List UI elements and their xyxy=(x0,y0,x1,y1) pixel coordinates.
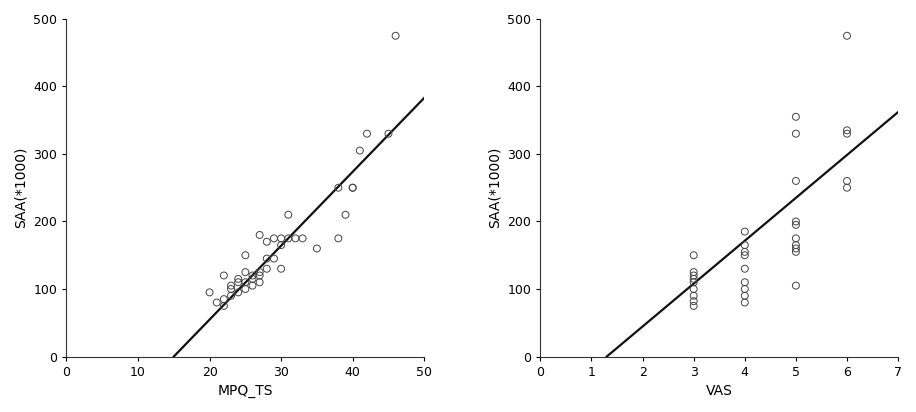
Point xyxy=(789,235,803,242)
Point xyxy=(245,272,260,279)
Point xyxy=(224,286,238,292)
Point xyxy=(224,282,238,289)
Point xyxy=(388,33,403,39)
Point xyxy=(331,235,345,242)
Point xyxy=(840,130,855,137)
Point xyxy=(216,272,231,279)
Point xyxy=(789,218,803,225)
Point xyxy=(331,185,345,191)
Point xyxy=(686,279,701,286)
Point xyxy=(289,235,303,242)
Point xyxy=(737,248,752,255)
Point xyxy=(737,279,752,286)
Point xyxy=(737,242,752,248)
Point xyxy=(381,130,396,137)
Point xyxy=(310,245,324,252)
Point xyxy=(686,276,701,282)
Point xyxy=(238,269,253,275)
Point xyxy=(338,211,353,218)
Point xyxy=(737,228,752,235)
Point xyxy=(238,279,253,286)
Point xyxy=(259,255,274,262)
Point xyxy=(686,293,701,299)
Y-axis label: SAA(*1000): SAA(*1000) xyxy=(14,147,27,228)
Point xyxy=(259,239,274,245)
Point xyxy=(245,276,260,282)
Point xyxy=(686,269,701,275)
Point xyxy=(231,276,245,282)
Point xyxy=(789,245,803,252)
Point xyxy=(216,302,231,309)
Point xyxy=(281,211,296,218)
Point xyxy=(360,130,375,137)
Point xyxy=(345,185,360,191)
Point xyxy=(238,286,253,292)
X-axis label: MPQ_TS: MPQ_TS xyxy=(218,384,273,398)
Point xyxy=(737,293,752,299)
Point xyxy=(224,293,238,299)
Point xyxy=(259,265,274,272)
Point xyxy=(216,296,231,302)
Point xyxy=(231,289,245,296)
Point xyxy=(252,272,267,279)
Point xyxy=(686,286,701,292)
Point xyxy=(789,222,803,228)
Point xyxy=(267,255,281,262)
Point xyxy=(737,299,752,306)
Point xyxy=(202,289,217,296)
Point xyxy=(840,185,855,191)
Point xyxy=(245,282,260,289)
Point xyxy=(840,127,855,133)
Point xyxy=(840,33,855,39)
Point xyxy=(274,242,289,248)
Point xyxy=(281,235,296,242)
Point xyxy=(267,235,281,242)
Point xyxy=(789,242,803,248)
Point xyxy=(686,272,701,279)
Point xyxy=(789,282,803,289)
Point xyxy=(210,299,224,306)
Point xyxy=(274,235,289,242)
Point xyxy=(295,235,310,242)
Point xyxy=(252,269,267,275)
Point xyxy=(789,178,803,184)
Point xyxy=(274,265,289,272)
Y-axis label: SAA(*1000): SAA(*1000) xyxy=(488,147,502,228)
Point xyxy=(686,252,701,259)
Point xyxy=(252,279,267,286)
X-axis label: VAS: VAS xyxy=(706,384,733,398)
Point xyxy=(686,302,701,309)
Point xyxy=(686,298,701,304)
Point xyxy=(238,252,253,259)
Point xyxy=(789,130,803,137)
Point xyxy=(737,252,752,259)
Point xyxy=(737,286,752,292)
Point xyxy=(789,114,803,120)
Point xyxy=(252,232,267,238)
Point xyxy=(737,265,752,272)
Point xyxy=(345,185,360,191)
Point xyxy=(231,279,245,286)
Point xyxy=(789,248,803,255)
Point xyxy=(840,178,855,184)
Point xyxy=(353,147,367,154)
